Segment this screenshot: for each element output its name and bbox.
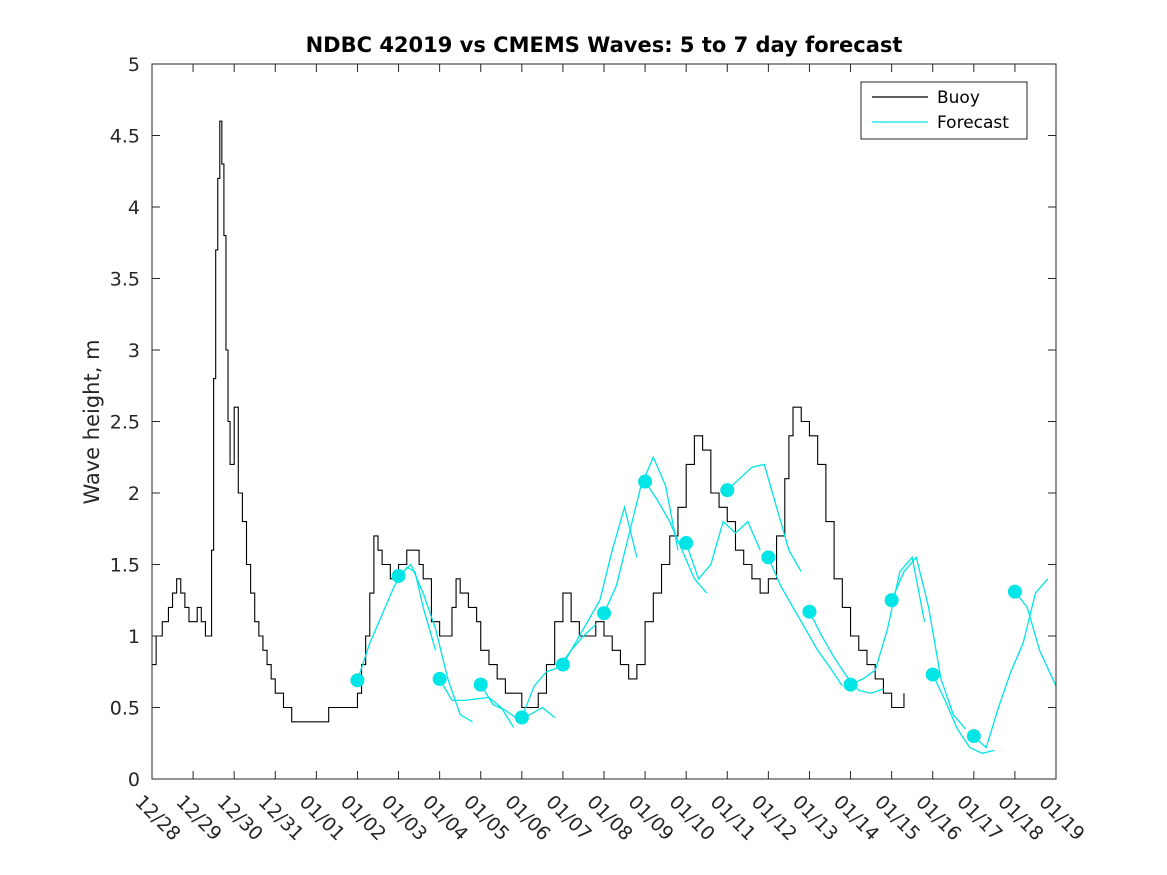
x-tick-label: 01/09 [624, 791, 678, 845]
x-tick-label: 12/30 [213, 791, 267, 845]
y-tick-label: 4.5 [110, 126, 140, 148]
forecast-marker [473, 677, 488, 692]
y-tick-label: 4 [128, 197, 140, 219]
x-tick-label: 01/19 [1034, 791, 1088, 845]
y-axis-label: Wave height, m [80, 339, 104, 504]
forecast-run-line [726, 463, 802, 572]
forecast-marker [761, 550, 776, 565]
forecast-marker [884, 593, 899, 608]
forecast-run-line [521, 624, 597, 718]
forecast-series [356, 455, 1057, 754]
forecast-run-line [932, 674, 995, 754]
x-tick-label: 01/11 [706, 791, 760, 845]
y-tick-label: 3 [128, 340, 140, 362]
x-tick-label: 01/12 [747, 791, 801, 845]
axes-box [151, 63, 1057, 780]
chart-title: NDBC 42019 vs CMEMS Waves: 5 to 7 day fo… [306, 33, 903, 57]
y-axis: 0 0.5 1 1.5 2 2.5 3 3.5 4 4.5 5 [110, 54, 1056, 791]
x-tick-label: 01/04 [418, 791, 472, 845]
forecast-marker [597, 606, 611, 621]
y-tick-label: 0 [128, 769, 140, 791]
forecast-marker [350, 673, 365, 688]
forecast-marker [514, 710, 529, 725]
x-tick-label: 01/13 [788, 791, 842, 845]
forecast-run-line [767, 557, 843, 687]
x-tick-label: 01/03 [377, 791, 431, 845]
x-tick-label: 12/31 [254, 791, 308, 845]
y-tick-label: 0.5 [110, 698, 140, 720]
x-tick-label: 12/28 [130, 791, 184, 845]
legend: Buoy Forecast [860, 81, 1028, 140]
forecast-marker [843, 677, 858, 692]
forecast-marker [638, 474, 653, 489]
x-tick-label: 01/18 [993, 791, 1047, 845]
forecast-run-line [808, 611, 884, 694]
forecast-run-line [891, 555, 967, 730]
forecast-run-line [850, 555, 926, 686]
forecast-run-line [685, 520, 761, 581]
x-axis: 12/2812/2912/3012/3101/0101/0201/0301/04… [130, 64, 1089, 845]
x-tick-label: 12/29 [172, 791, 226, 845]
x-tick-label: 01/06 [500, 791, 554, 845]
x-tick-label: 01/07 [541, 791, 595, 845]
x-tick-label: 01/05 [459, 791, 513, 845]
y-tick-label: 1.5 [110, 555, 140, 577]
y-tick-label: 1 [128, 626, 140, 648]
forecast-marker [555, 657, 570, 672]
x-tick-label: 01/10 [665, 791, 719, 845]
y-tick-label: 3.5 [110, 269, 140, 291]
forecast-marker [925, 667, 940, 682]
forecast-marker [720, 483, 735, 498]
y-tick-label: 2 [128, 483, 140, 505]
forecast-run-line [439, 678, 515, 728]
x-tick-label: 01/08 [582, 791, 636, 845]
forecast-marker [432, 671, 447, 686]
forecast-marker [679, 536, 694, 551]
legend-box [860, 81, 1028, 140]
buoy-line [152, 120, 905, 723]
forecast-run-line [562, 504, 638, 665]
buoy-series [152, 120, 905, 723]
forecast-run-line [1014, 591, 1057, 687]
x-tick-label: 01/02 [336, 791, 390, 845]
forecast-run-line [398, 563, 473, 723]
legend-buoy-label: Buoy [937, 88, 980, 108]
x-tick-label: 01/16 [911, 791, 965, 845]
forecast-marker [391, 568, 406, 583]
forecast-marker [802, 604, 817, 619]
x-tick-label: 01/17 [952, 791, 1006, 845]
x-tick-label: 01/01 [295, 791, 349, 845]
forecast-marker [966, 729, 981, 744]
forecast-run-line [644, 481, 708, 594]
forecast-run-line [973, 578, 1049, 749]
forecast-markers [350, 474, 1022, 744]
y-tick-label: 5 [128, 54, 140, 76]
plot-area [152, 120, 1057, 754]
forecast-marker [1007, 584, 1022, 599]
x-tick-label: 01/15 [870, 791, 924, 845]
y-tick-label: 2.5 [110, 412, 140, 434]
forecast-run-line [356, 566, 437, 681]
x-tick-label: 01/14 [829, 791, 883, 845]
legend-forecast-label: Forecast [937, 113, 1009, 133]
